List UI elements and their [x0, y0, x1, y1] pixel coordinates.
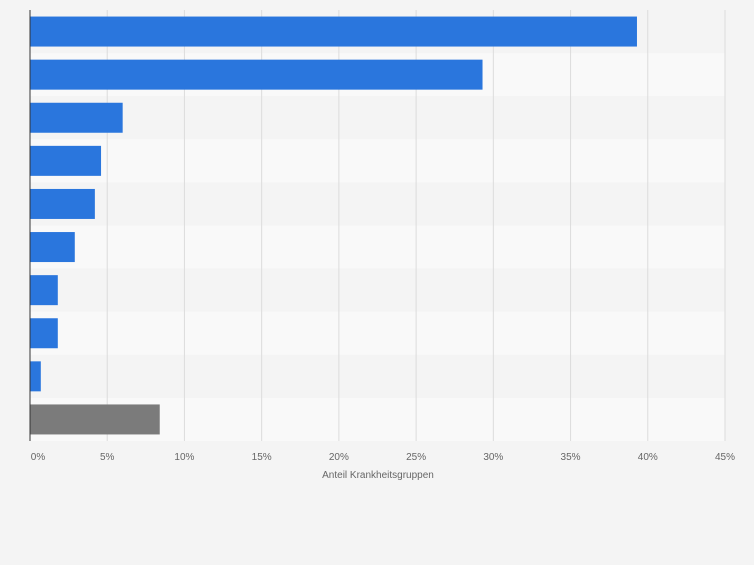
row-bands: [30, 10, 725, 441]
bar: [30, 102, 123, 133]
bar: [30, 232, 75, 263]
x-tick-label: 5%: [100, 452, 115, 463]
row-band: [30, 96, 725, 140]
row-band: [30, 268, 725, 312]
row-band: [30, 311, 725, 355]
x-tick-label: 35%: [561, 452, 581, 463]
bar: [30, 404, 160, 435]
bar: [30, 275, 58, 306]
x-tick-label: 40%: [638, 452, 658, 463]
row-band: [30, 139, 725, 183]
x-tick-label: 25%: [406, 452, 426, 463]
bar: [30, 361, 41, 392]
x-tick-labels: 0% 5% 10% 15% 20% 25% 30% 35% 40% 45%: [31, 452, 735, 463]
x-tick-label: 0%: [31, 452, 46, 463]
x-tick-label: 45%: [715, 452, 735, 463]
x-tick-label: 20%: [329, 452, 349, 463]
x-tick-label: 15%: [252, 452, 272, 463]
bar: [30, 318, 58, 349]
row-band: [30, 354, 725, 398]
bar: [30, 145, 102, 176]
x-tick-label: 30%: [483, 452, 503, 463]
bar: [30, 59, 483, 90]
row-band: [30, 225, 725, 269]
bar: [30, 16, 637, 47]
bar: [30, 188, 95, 219]
x-tick-label: 10%: [174, 452, 194, 463]
bars-group: [30, 16, 637, 435]
x-axis-label: Anteil Krankheitsgruppen: [322, 470, 434, 481]
row-band: [30, 182, 725, 226]
